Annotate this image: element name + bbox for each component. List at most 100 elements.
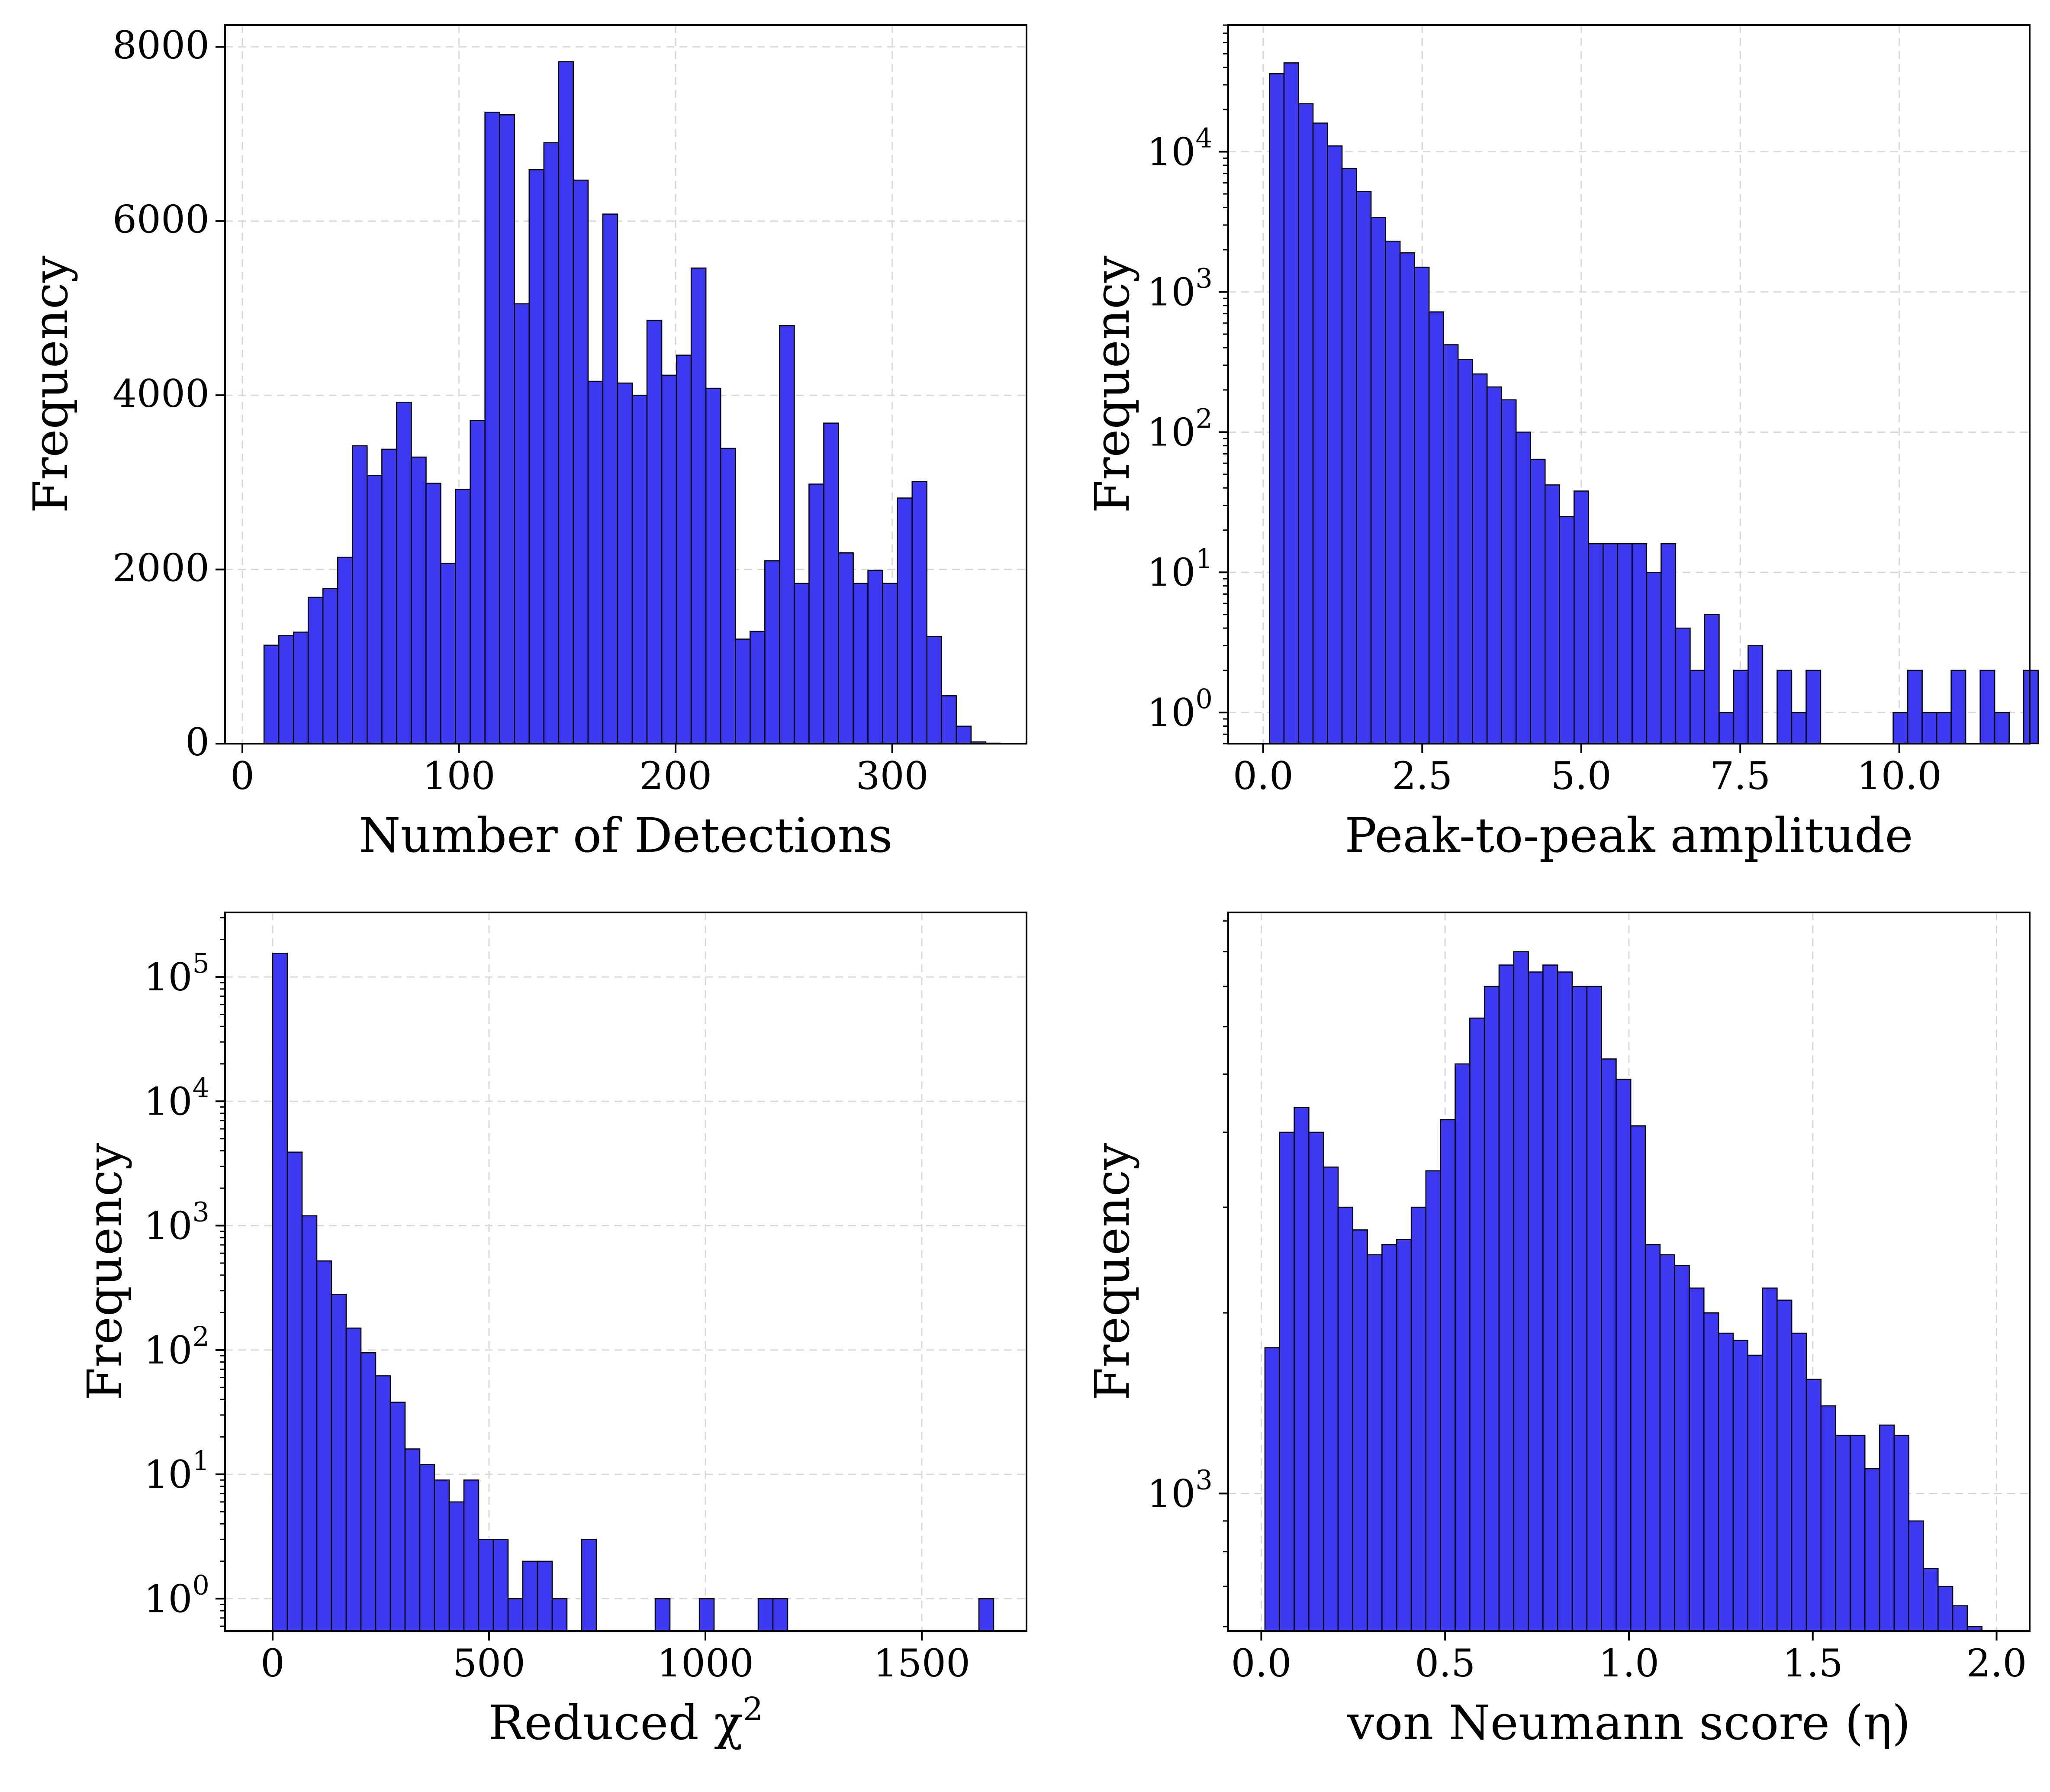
histogram-bar — [838, 552, 854, 745]
histogram-bar — [558, 61, 574, 745]
histogram-bar — [1820, 1405, 1836, 1632]
y-axis-label: Frequency — [77, 1143, 132, 1401]
y-tick-label: 103 — [144, 1196, 209, 1248]
bars — [1269, 62, 2039, 745]
y-axis-label: Frequency — [1085, 1143, 1140, 1401]
histogram-bar — [941, 695, 957, 745]
histogram-bar — [1381, 1244, 1397, 1632]
histogram-bar — [1455, 1063, 1471, 1632]
histogram-bar — [882, 583, 898, 745]
histogram-bar — [1659, 1254, 1675, 1632]
histogram-bar — [1469, 1017, 1485, 1632]
histogram-bar — [278, 635, 294, 745]
histogram-bar — [528, 169, 545, 745]
x-tick-label: 10.0 — [1857, 754, 1942, 798]
histogram-bar — [551, 1598, 568, 1632]
histogram-bar — [779, 325, 795, 745]
x-tick-label: 200 — [639, 754, 712, 798]
histogram-bar — [1805, 1379, 1822, 1632]
histogram-bar — [507, 1598, 524, 1632]
histogram-bar — [293, 632, 309, 745]
x-tick-label: 0 — [261, 1641, 285, 1686]
histogram-bar — [1835, 1434, 1851, 1632]
histogram-bar — [772, 1598, 788, 1632]
histogram-bar — [1704, 614, 1720, 745]
histogram-bar — [1646, 571, 1662, 745]
histogram-bar — [499, 114, 515, 745]
histogram-bar — [654, 1598, 671, 1632]
histogram-bar — [360, 1352, 377, 1632]
y-axis-label: Frequency — [23, 256, 78, 513]
histogram-bar — [322, 588, 338, 745]
histogram-bar — [1979, 670, 1995, 745]
histogram-bar — [1588, 543, 1604, 745]
histogram-bar — [1879, 1425, 1895, 1632]
histogram-bar — [1950, 670, 1966, 745]
x-axis-label: Peak-to-peak amplitude — [1345, 808, 1913, 863]
histogram-bar — [316, 1260, 332, 1632]
x-tick-label: 0.5 — [1415, 1641, 1475, 1686]
histogram-bar — [1472, 373, 1488, 745]
histogram-bar — [1367, 1254, 1383, 1632]
y-tick-label: 103 — [1147, 1464, 1213, 1516]
histogram-bar — [1791, 712, 1807, 745]
histogram-bar — [337, 557, 353, 745]
histogram-bar — [1762, 1287, 1778, 1632]
histogram-bar — [1425, 1170, 1441, 1632]
histogram-bar — [1675, 627, 1691, 745]
histogram-bar — [286, 1151, 303, 1632]
histogram-bar — [1893, 1434, 1909, 1632]
histogram-bar — [2023, 670, 2039, 745]
histogram-bar — [631, 394, 648, 745]
histogram-bar — [1936, 712, 1952, 745]
y-axis-label: Frequency — [1085, 256, 1140, 513]
x-tick-label: 300 — [856, 754, 929, 798]
histogram-panel-3: 0 500 1000 1500 100 101 102 103 104 105 Reduced χ2… — [77, 912, 1027, 1750]
histogram-bar — [1747, 645, 1764, 745]
histogram-bar — [617, 382, 633, 745]
histogram-bar — [1323, 1167, 1339, 1632]
y-tick-label: 101 — [144, 1445, 209, 1497]
histogram-bar — [419, 1464, 435, 1632]
histogram-bar — [1850, 1434, 1866, 1632]
histogram-bar — [367, 475, 383, 745]
histogram-bar — [307, 596, 324, 745]
histogram-bar — [1283, 62, 1299, 745]
histogram-bar — [263, 645, 280, 745]
histogram-bar — [1952, 1605, 1968, 1632]
x-axis-label: von Neumann score (η) — [1347, 1695, 1911, 1750]
histogram-bar — [434, 1479, 450, 1632]
plot-frame — [224, 912, 1027, 1632]
y-tick-label: 101 — [1147, 543, 1213, 595]
histogram-bar — [1298, 103, 1314, 745]
histogram-bar — [676, 355, 692, 745]
histogram-bar — [1630, 1125, 1646, 1632]
histogram-bar — [1542, 964, 1558, 1632]
histogram-bar — [1414, 267, 1430, 745]
histogram-bar — [926, 636, 943, 745]
y-tick-label: 6000 — [113, 197, 209, 242]
x-tick-label: 1.0 — [1599, 1641, 1659, 1686]
histogram-bar — [396, 401, 412, 745]
y-tick-label: 2000 — [113, 545, 209, 590]
histogram-bar — [1718, 1332, 1734, 1632]
histogram-bar — [1747, 1354, 1763, 1632]
histogram-bar — [484, 111, 500, 745]
plot-frame — [224, 24, 1027, 745]
histogram-bar — [1574, 490, 1590, 745]
x-tick-label: 1000 — [657, 1641, 754, 1686]
histogram-bar — [522, 1560, 538, 1632]
x-axis-label: Number of Detections — [359, 808, 892, 863]
histogram-panel-4: 0.0 0.5 1.0 1.5 2.0 103 von Neumann score (η) F… — [1085, 912, 2031, 1750]
histogram-bar — [375, 1375, 391, 1632]
histogram-bar — [448, 1501, 465, 1632]
histogram-bar — [757, 1598, 774, 1632]
histogram-bar — [794, 583, 810, 745]
histogram-bar — [1528, 971, 1544, 1632]
histogram-bar — [1908, 1520, 1924, 1632]
histogram-bar — [867, 570, 883, 745]
histogram-bar — [1805, 670, 1822, 745]
histogram-bar — [1294, 1107, 1310, 1632]
histogram-bar — [1661, 543, 1677, 745]
y-tick-label: 104 — [1147, 122, 1213, 174]
